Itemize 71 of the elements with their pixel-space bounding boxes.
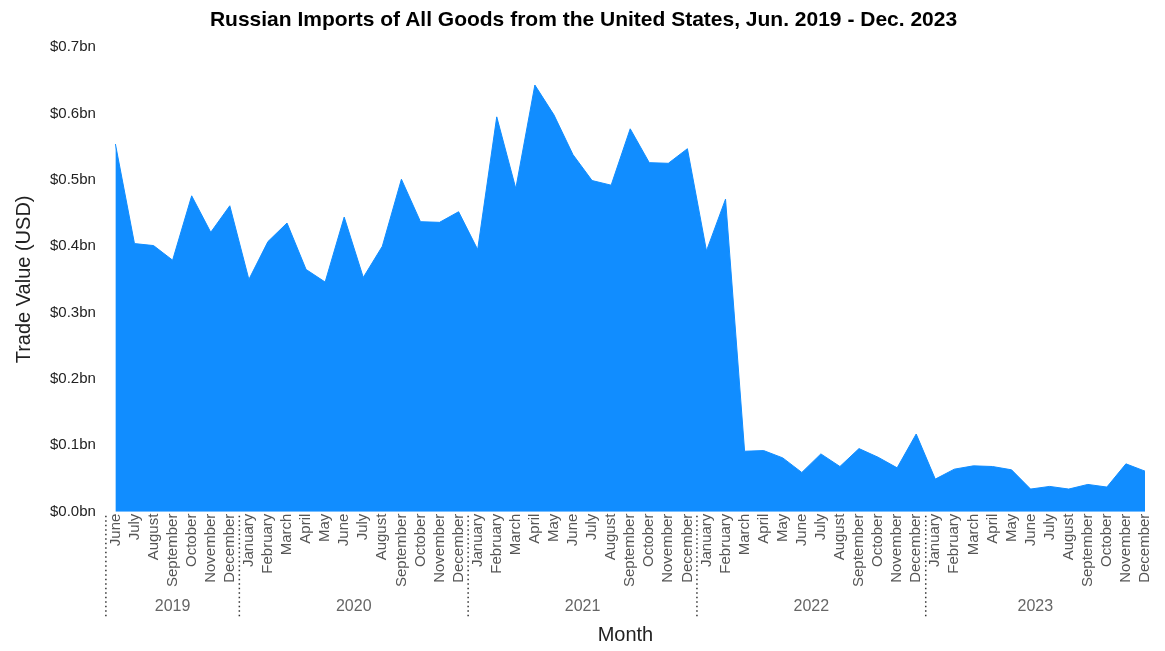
x-tick-label: August (372, 512, 390, 561)
x-tick-label: February (944, 513, 962, 574)
x-axis-title: Month (597, 622, 654, 645)
x-tick-label: January (239, 513, 257, 567)
x-tick-label: September (620, 513, 638, 587)
x-tick-label: December (1135, 513, 1153, 583)
x-tick-label: August (1058, 512, 1076, 561)
x-tick-label: September (162, 513, 180, 587)
x-tick-label: October (868, 513, 886, 567)
x-tick-label: April (753, 513, 771, 544)
x-tick-label: October (181, 513, 199, 567)
x-tick-label: April (525, 513, 543, 544)
x-tick-label: May (315, 513, 333, 542)
x-tick-label: June (791, 513, 809, 547)
y-tick-label: $0.0bn (49, 501, 96, 519)
text: 2023 (1017, 597, 1054, 615)
x-tick-label: June (105, 513, 123, 547)
x-tick-label: January (696, 513, 714, 567)
x-tick-label: September (849, 513, 867, 587)
y-tick-label: $0.6bn (49, 103, 96, 121)
y-axis-title: Trade Value (USD) (11, 195, 34, 364)
x-tick-label: October (410, 513, 428, 567)
x-tick-label: June (334, 513, 352, 547)
x-tick-label: May (1001, 513, 1019, 542)
text: 2019 (154, 597, 191, 615)
x-tick-label: December (677, 513, 695, 583)
x-tick-label: June (563, 513, 581, 547)
x-tick-label: July (811, 513, 829, 541)
x-tick-label: November (429, 513, 447, 583)
y-tick-label: $0.5bn (49, 170, 96, 188)
x-tick-label: March (734, 513, 752, 556)
y-tick-label: $0.2bn (49, 369, 96, 387)
x-tick-label: July (582, 513, 600, 541)
x-tick-label: July (124, 513, 142, 541)
x-tick-label: October (1097, 513, 1115, 567)
x-tick-label: July (1039, 513, 1057, 541)
x-tick-label: August (830, 512, 848, 561)
x-tick-label: March (505, 513, 523, 556)
x-tick-label: September (1077, 513, 1095, 587)
x-tick-label: April (982, 513, 1000, 544)
x-tick-label: March (963, 513, 981, 556)
x-tick-label: May (772, 513, 790, 542)
x-tick-label: December (219, 513, 237, 583)
y-tick-label: $0.3bn (49, 302, 96, 320)
y-tick-label: $0.4bn (49, 236, 96, 254)
x-tick-label: July (353, 513, 371, 541)
y-tick-label: $0.7bn (49, 37, 96, 55)
text: 2021 (564, 597, 601, 615)
text: 2022 (793, 597, 830, 615)
x-tick-label: May (544, 513, 562, 542)
y-tick-label: $0.1bn (49, 435, 96, 453)
x-tick-label: February (715, 513, 733, 574)
text: 2020 (335, 597, 372, 615)
x-tick-label: February (486, 513, 504, 574)
x-tick-label: February (258, 513, 276, 574)
x-tick-label: October (639, 513, 657, 567)
x-tick-label: August (143, 512, 161, 561)
x-tick-label: September (391, 513, 409, 587)
x-tick-label: November (658, 513, 676, 583)
x-tick-label: December (448, 513, 466, 583)
x-tick-label: November (200, 513, 218, 583)
x-tick-label: November (1116, 513, 1134, 583)
chart-title: Russian Imports of All Goods from the United States, Jun. 2019 - Dec. 2023 (209, 7, 958, 31)
x-tick-label: August (601, 512, 619, 561)
x-tick-label: April (296, 513, 314, 544)
x-tick-label: March (277, 513, 295, 556)
x-tick-label: January (925, 513, 943, 567)
x-tick-label: December (906, 513, 924, 583)
x-tick-label: January (467, 513, 485, 567)
x-tick-label: June (1020, 513, 1038, 547)
x-tick-label: November (887, 513, 905, 583)
